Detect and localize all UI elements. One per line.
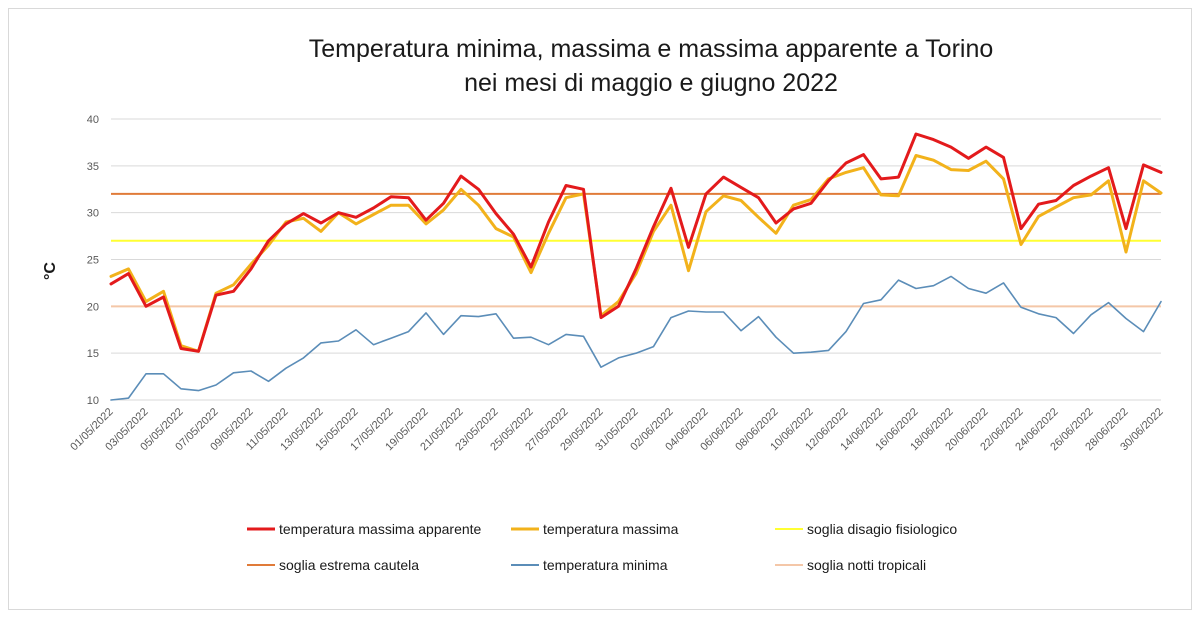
legend-label: soglia disagio fisiologico [807,521,957,537]
y-tick-label: 35 [87,161,99,173]
y-tick-label: 15 [87,348,99,360]
legend: temperatura massima apparente temperatura… [247,521,957,573]
chart-title-line-2: nei mesi di maggio e giugno 2022 [464,69,838,97]
legend-item: soglia estrema cautela [247,557,419,573]
y-tick-label: 40 [87,114,99,126]
y-axis-label: °C [42,262,59,280]
line-chart: Temperatura minima, massima e massima ap… [42,35,1166,573]
legend-label: soglia estrema cautela [279,557,419,573]
legend-item: temperatura massima [511,521,679,537]
series-temperatura-massima-apparente [109,132,1163,353]
legend-item: temperatura massima apparente [247,521,482,537]
y-tick-label: 20 [87,301,99,313]
legend-label: temperatura minima [543,557,668,573]
legend-item: temperatura minima [511,557,668,573]
chart-frame: Temperatura minima, massima e massima ap… [8,8,1192,610]
chart-title-line-1: Temperatura minima, massima e massima ap… [309,35,994,63]
x-axis-ticks: 01/05/202203/05/202205/05/202207/05/2022… [68,406,1165,453]
legend-label: soglia notti tropicali [807,557,926,573]
legend-label: temperatura massima apparente [279,521,482,537]
legend-item: soglia notti tropicali [775,557,926,573]
series-temperatura-minima [110,275,1162,401]
y-tick-label: 30 [87,208,99,220]
y-tick-label: 10 [87,395,99,407]
legend-label: temperatura massima [543,521,679,537]
series-lines [109,132,1163,401]
y-tick-label: 25 [87,255,99,267]
y-axis-ticks: 10 15 20 25 30 35 40 [87,114,99,407]
chart-title: Temperatura minima, massima e massima ap… [309,35,994,97]
legend-item: soglia disagio fisiologico [775,521,957,537]
series-temperatura-massima [109,154,1163,353]
